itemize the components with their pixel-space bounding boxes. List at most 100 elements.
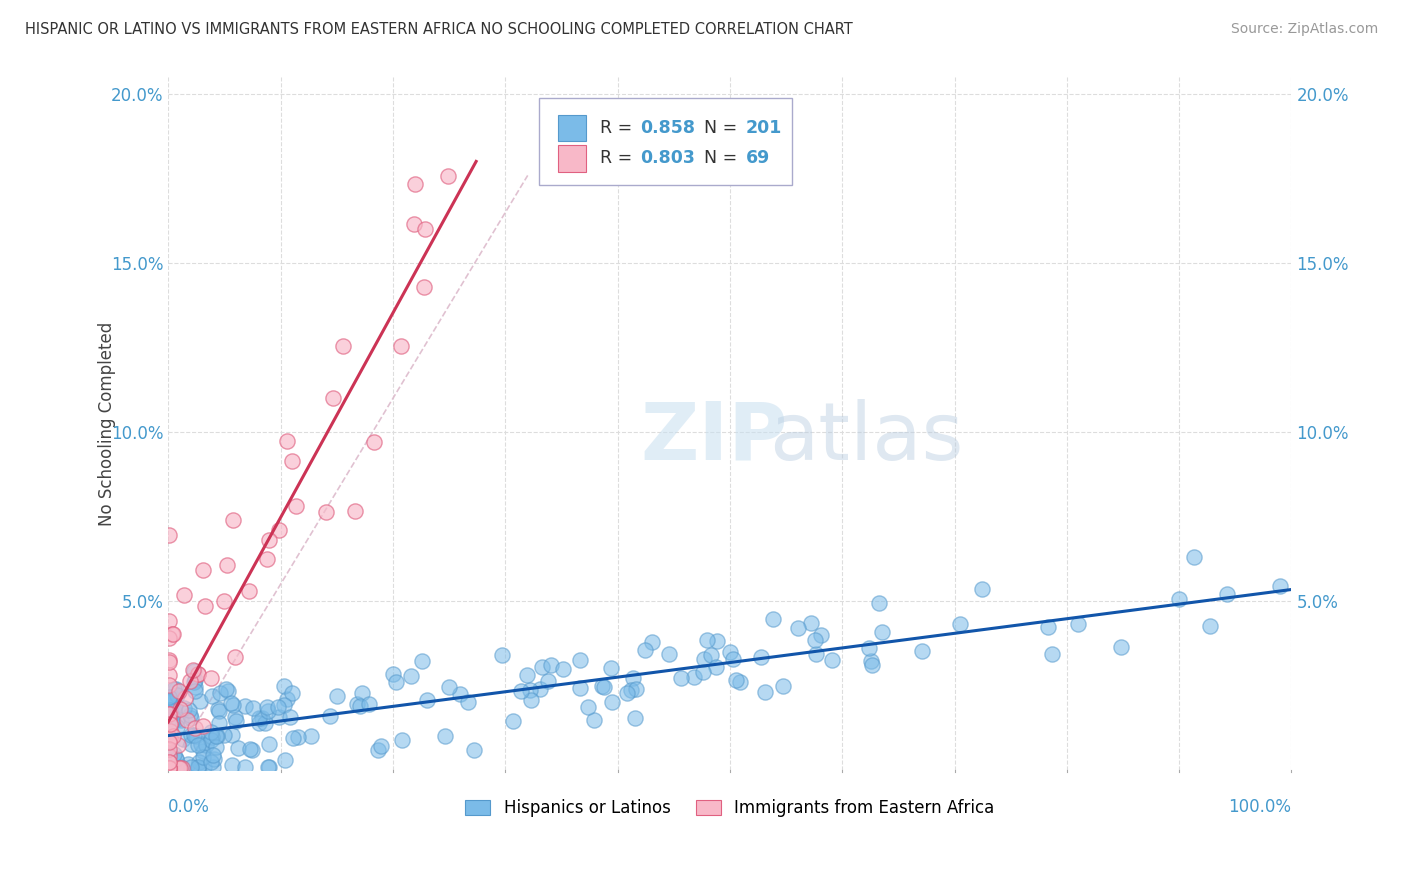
Point: [253, 715, 276, 730]
Point: [209, 685, 232, 699]
Point: [162, 713, 184, 727]
Point: [868, 596, 890, 610]
Point: [163, 682, 186, 697]
Point: [692, 652, 714, 666]
Point: [551, 662, 574, 676]
Point: [911, 644, 934, 658]
Point: [180, 737, 202, 751]
Point: [157, 706, 180, 721]
Point: [163, 747, 186, 761]
Point: [160, 690, 183, 705]
Point: [671, 671, 693, 685]
Point: [169, 702, 191, 716]
Point: [184, 730, 207, 744]
Point: [193, 744, 215, 758]
Point: [404, 177, 426, 191]
Point: [224, 710, 246, 724]
Point: [1270, 579, 1292, 593]
Point: [157, 734, 180, 748]
Point: [202, 759, 225, 773]
Point: [704, 659, 727, 673]
Point: [281, 453, 304, 467]
Point: [800, 615, 823, 630]
Point: [343, 504, 366, 518]
Point: [157, 668, 180, 682]
Point: [278, 710, 301, 724]
Point: [200, 730, 222, 744]
Point: [180, 759, 202, 773]
Point: [240, 743, 263, 757]
Point: [346, 697, 368, 711]
Point: [249, 716, 271, 731]
Point: [256, 700, 278, 714]
Point: [159, 717, 181, 731]
Point: [250, 711, 273, 725]
Point: [718, 645, 741, 659]
Point: [593, 680, 616, 694]
Point: [322, 391, 344, 405]
Point: [187, 738, 209, 752]
Point: [181, 663, 204, 677]
Point: [159, 723, 181, 738]
Point: [463, 743, 485, 757]
Point: [267, 700, 290, 714]
Point: [207, 702, 229, 716]
Point: [184, 680, 207, 694]
Point: [257, 533, 280, 548]
Point: [491, 648, 513, 663]
Point: [299, 730, 322, 744]
Point: [157, 761, 180, 775]
Point: [273, 679, 295, 693]
Point: [157, 631, 180, 645]
Text: Source: ZipAtlas.com: Source: ZipAtlas.com: [1230, 22, 1378, 37]
Point: [167, 761, 190, 775]
Point: [162, 759, 184, 773]
Point: [212, 593, 235, 607]
Text: 0.803: 0.803: [640, 150, 695, 168]
Point: [699, 648, 721, 662]
Point: [173, 701, 195, 715]
Point: [391, 733, 413, 747]
Point: [165, 681, 187, 696]
Point: [233, 698, 256, 713]
Point: [159, 759, 181, 773]
Point: [860, 658, 883, 673]
Point: [157, 761, 180, 775]
Point: [591, 679, 613, 693]
FancyBboxPatch shape: [558, 115, 586, 141]
Point: [370, 739, 392, 753]
Point: [1040, 647, 1063, 661]
Point: [159, 731, 181, 746]
Point: [578, 700, 600, 714]
Point: [221, 728, 243, 742]
Point: [696, 633, 718, 648]
Point: [180, 711, 202, 725]
Point: [274, 753, 297, 767]
Point: [162, 729, 184, 743]
Point: [157, 734, 180, 748]
Text: N =: N =: [704, 119, 742, 137]
Text: 100.0%: 100.0%: [1229, 797, 1292, 815]
Point: [1182, 549, 1205, 564]
Point: [163, 698, 186, 713]
Point: [157, 712, 180, 726]
Point: [754, 684, 776, 698]
Point: [194, 599, 217, 613]
Text: 201: 201: [745, 119, 782, 137]
Point: [184, 673, 207, 687]
Point: [176, 756, 198, 771]
Point: [157, 693, 180, 707]
Point: [692, 665, 714, 679]
Point: [226, 740, 249, 755]
Point: [519, 682, 541, 697]
Point: [225, 714, 247, 728]
Point: [170, 713, 193, 727]
Point: [352, 686, 374, 700]
Point: [569, 681, 592, 695]
Point: [238, 584, 260, 599]
Point: [188, 755, 211, 769]
Point: [165, 752, 187, 766]
Point: [201, 747, 224, 762]
Point: [200, 725, 222, 739]
Point: [804, 647, 827, 661]
